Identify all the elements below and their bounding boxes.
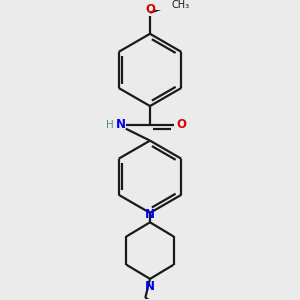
Text: N: N [116, 118, 126, 131]
Text: N: N [145, 208, 155, 221]
Text: O: O [145, 3, 155, 16]
Text: O: O [176, 118, 186, 131]
Text: CH₃: CH₃ [172, 0, 190, 10]
Text: N: N [145, 280, 155, 293]
Text: H: H [106, 120, 114, 130]
